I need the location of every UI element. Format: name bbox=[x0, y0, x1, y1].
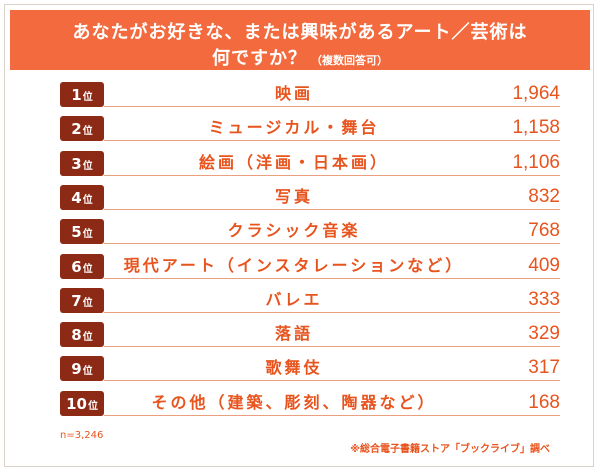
rank-number: 9 bbox=[71, 360, 82, 379]
rank-number: 1 bbox=[71, 86, 82, 104]
sample-size: n=3,246 bbox=[60, 430, 104, 441]
row-underline bbox=[104, 380, 560, 382]
rank-badge: 6位 bbox=[60, 253, 104, 279]
response-count: 329 bbox=[528, 323, 560, 345]
rank-suffix: 位 bbox=[82, 332, 93, 344]
rank-badge: 9位 bbox=[60, 356, 104, 382]
ranking-row: 7位 バレエ 333 bbox=[60, 286, 560, 314]
ranking-row: 2位 ミュージカル・舞台 1,158 bbox=[60, 114, 560, 142]
row-underline bbox=[104, 106, 560, 107]
rank-badge: 8位 bbox=[60, 322, 104, 348]
response-count: 1,158 bbox=[512, 117, 560, 139]
title-line-2: 何ですか？ （複数回答可） bbox=[10, 44, 590, 70]
title-question: 何ですか？ bbox=[212, 48, 307, 69]
ranking-row: 1位 映画 1,964 bbox=[60, 80, 560, 108]
rank-number: 7 bbox=[71, 291, 82, 310]
ranking-row: 6位 現代アート（インスタレーションなど） 409 bbox=[60, 252, 560, 280]
rank-badge: 3位 bbox=[60, 150, 104, 176]
rank-number: 5 bbox=[71, 223, 82, 242]
title-line-1: あなたがお好きな、または興味があるアート／芸術は bbox=[72, 22, 528, 43]
rank-suffix: 位 bbox=[87, 400, 98, 412]
response-count: 1,964 bbox=[512, 83, 560, 104]
art-category-label: 絵画（洋画・日本画） bbox=[198, 152, 389, 172]
row-underline bbox=[104, 311, 560, 313]
title-note: （複数回答可） bbox=[311, 54, 388, 67]
art-category-label: 映画 bbox=[274, 84, 313, 103]
response-count: 317 bbox=[528, 357, 560, 379]
row-underline bbox=[104, 243, 560, 245]
rank-number: 4 bbox=[71, 188, 82, 207]
ranking-row: 3位 絵画（洋画・日本画） 1,106 bbox=[60, 149, 560, 177]
ranking-row: 5位 クラシック音楽 768 bbox=[60, 217, 560, 245]
response-count: 333 bbox=[528, 288, 560, 310]
row-underline bbox=[104, 140, 560, 142]
rank-suffix: 位 bbox=[82, 92, 93, 103]
rank-number: 2 bbox=[71, 120, 82, 139]
row-underline bbox=[104, 208, 560, 210]
art-category-label: 歌舞伎 bbox=[265, 358, 323, 378]
rank-number: 3 bbox=[71, 154, 82, 173]
rank-suffix: 位 bbox=[82, 366, 93, 378]
rank-number: 10 bbox=[66, 394, 87, 413]
rank-number: 6 bbox=[71, 257, 82, 276]
row-underline bbox=[104, 174, 560, 176]
art-category-label: 現代アート（インスタレーションなど） bbox=[123, 255, 465, 275]
rank-suffix: 位 bbox=[82, 297, 93, 309]
art-category-label: バレエ bbox=[265, 289, 323, 309]
art-category-label: その他（建築、彫刻、陶器など） bbox=[151, 392, 437, 412]
art-category-label: ミュージカル・舞台 bbox=[208, 118, 380, 138]
art-category-label: クラシック音楽 bbox=[227, 221, 361, 241]
rank-number: 8 bbox=[71, 326, 82, 345]
rank-badge: 4位 bbox=[60, 184, 104, 210]
art-category-label: 落語 bbox=[274, 324, 313, 344]
rank-badge: 2位 bbox=[60, 116, 104, 142]
rank-badge: 10位 bbox=[60, 390, 104, 416]
ranking-row: 10位 その他（建築、彫刻、陶器など） 168 bbox=[60, 389, 560, 417]
row-underline bbox=[104, 277, 560, 279]
row-underline bbox=[104, 346, 560, 348]
response-count: 409 bbox=[528, 254, 560, 276]
response-count: 768 bbox=[528, 220, 560, 242]
rank-suffix: 位 bbox=[82, 263, 93, 275]
rank-badge: 1位 bbox=[60, 82, 104, 107]
art-category-label: 写真 bbox=[274, 186, 313, 206]
ranking-row: 4位 写真 832 bbox=[60, 183, 560, 211]
rank-badge: 7位 bbox=[60, 287, 104, 313]
rank-suffix: 位 bbox=[82, 160, 93, 172]
response-count: 832 bbox=[528, 185, 560, 207]
response-count: 168 bbox=[528, 391, 560, 413]
chart-header: あなたがお好きな、または興味があるアート／芸術は 何ですか？ （複数回答可） bbox=[10, 10, 590, 70]
ranking-row: 9位 歌舞伎 317 bbox=[60, 354, 560, 382]
rank-suffix: 位 bbox=[82, 229, 93, 241]
rank-suffix: 位 bbox=[82, 194, 93, 206]
source-note: ※総合電子書籍ストア「ブックライブ」調べ bbox=[350, 444, 550, 455]
row-underline bbox=[104, 414, 560, 416]
ranking-row: 8位 落語 329 bbox=[60, 320, 560, 348]
response-count: 1,106 bbox=[512, 151, 560, 173]
rank-badge: 5位 bbox=[60, 219, 104, 245]
rank-suffix: 位 bbox=[82, 126, 93, 138]
